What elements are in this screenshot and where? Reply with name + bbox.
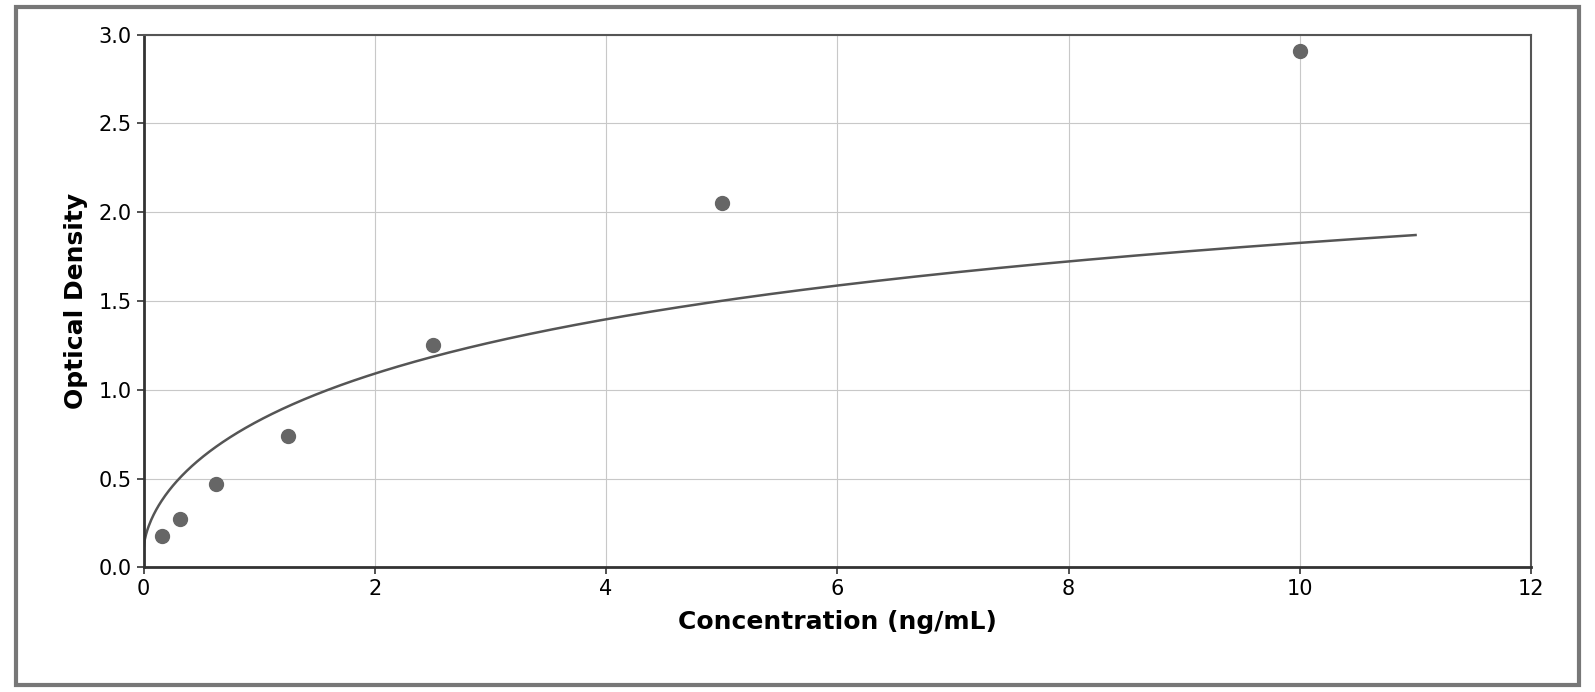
X-axis label: Concentration (ng/mL): Concentration (ng/mL) (678, 610, 997, 635)
Point (203, 478, 228, 489)
Y-axis label: Optical Density: Optical Density (64, 193, 88, 409)
Point (276, 430, 301, 441)
Point (708, 198, 734, 209)
Point (1287, 45, 1313, 56)
Point (148, 531, 174, 542)
Point (167, 514, 193, 525)
Point (419, 340, 445, 351)
